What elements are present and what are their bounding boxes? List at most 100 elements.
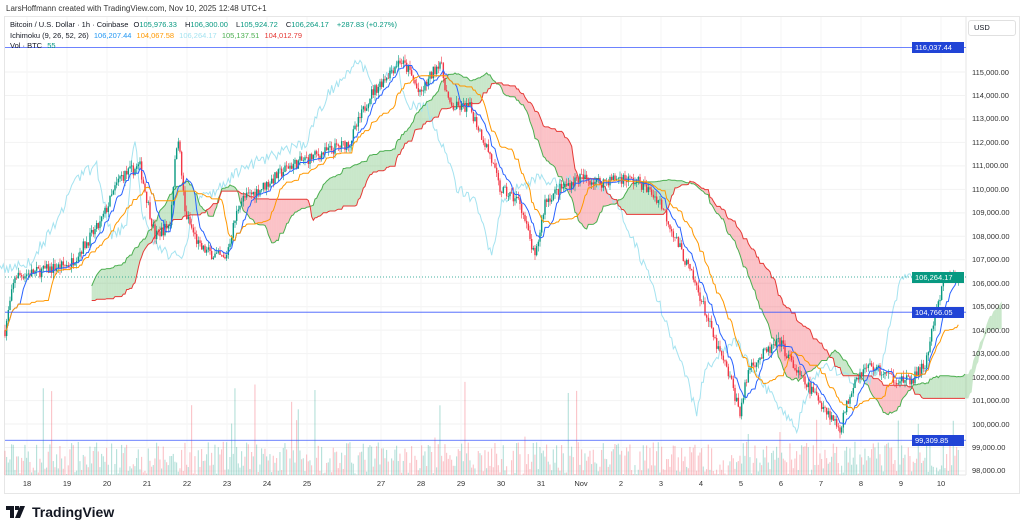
volume-bar: [686, 466, 688, 475]
ichimoku-cloud: [716, 206, 719, 214]
volume-bar: [422, 455, 424, 475]
volume-bar: [729, 461, 731, 475]
candle-body: [912, 379, 915, 384]
volume-label[interactable]: Vol · BTC: [10, 41, 43, 50]
ichimoku-cloud: [780, 295, 782, 364]
candle-body: [792, 360, 795, 368]
volume-bar: [631, 470, 633, 475]
ichimoku-cloud: [996, 306, 999, 330]
volume-bar: [522, 473, 524, 475]
volume-bar: [576, 390, 578, 475]
candle-body: [564, 184, 566, 187]
candle-body: [487, 144, 490, 152]
volume-bar: [747, 434, 749, 475]
volume-bar: [912, 461, 914, 475]
ichimoku-cloud: [510, 85, 512, 97]
volume-bar: [526, 464, 528, 475]
ichimoku-cloud: [463, 77, 465, 107]
lagging-value: 106,264.17: [179, 30, 217, 40]
volume-bar: [611, 451, 613, 475]
currency-button[interactable]: USD: [968, 20, 1016, 36]
ichimoku-cloud: [333, 176, 335, 212]
candle-body: [900, 376, 903, 382]
candle-body: [152, 224, 155, 227]
volume-bar: [511, 460, 513, 475]
volume-bar: [307, 461, 309, 475]
candle-body: [485, 144, 488, 147]
volume-bar: [392, 460, 394, 475]
volume-bar: [934, 474, 936, 475]
candle-body: [259, 190, 261, 196]
ichimoku-cloud: [503, 84, 505, 95]
candle-body: [779, 338, 781, 347]
volume-bar: [87, 467, 89, 475]
volume-bar: [337, 468, 339, 475]
candle-body: [694, 279, 696, 283]
ichimoku-cloud: [340, 172, 342, 210]
low-label: L: [236, 20, 241, 29]
symbol-name[interactable]: Bitcoin / U.S. Dollar · 1h · Coinbase: [10, 20, 129, 29]
volume-bar: [219, 454, 221, 475]
ichimoku-cloud: [140, 241, 142, 261]
volume-bar: [592, 449, 594, 475]
volume-bar: [954, 455, 956, 475]
volume-bar: [799, 454, 801, 475]
candle-body: [544, 199, 546, 215]
kijun-value: 104,067.58: [136, 30, 175, 40]
candle-body: [864, 367, 866, 370]
candle-body: [574, 177, 576, 186]
candle-body: [232, 222, 235, 238]
ichimoku-cloud: [211, 203, 214, 217]
ichimoku-cloud: [96, 272, 99, 300]
lagging-span-line: [0, 59, 916, 435]
volume-bar: [277, 470, 279, 475]
candle-body: [629, 176, 631, 178]
volume-bar: [602, 443, 604, 475]
volume-bar: [144, 470, 146, 475]
volume-bar: [397, 461, 399, 475]
volume-bar: [232, 453, 234, 475]
volume-bar: [176, 462, 178, 475]
ichimoku-cloud: [635, 182, 637, 215]
ichimoku-cloud: [231, 185, 234, 192]
candle-body: [405, 62, 408, 72]
candle-body: [639, 176, 641, 184]
volume-bar: [931, 465, 933, 475]
candle-body: [880, 374, 883, 376]
volume-bar: [122, 453, 124, 475]
ichimoku-cloud: [738, 228, 740, 255]
ichimoku-cloud: [835, 350, 837, 367]
volume-bar: [444, 444, 446, 475]
ichimoku-cloud: [433, 95, 435, 119]
volume-bar: [236, 447, 238, 475]
ichimoku-cloud: [628, 187, 630, 215]
tradingview-logo[interactable]: TradingView: [6, 504, 114, 520]
ichimoku-cloud: [626, 188, 629, 215]
volume-bar: [349, 442, 351, 475]
ichimoku-label[interactable]: Ichimoku (9, 26, 52, 26): [10, 30, 89, 40]
volume-bar: [61, 458, 63, 475]
price-tick: 113,000.00: [972, 114, 1009, 124]
ichimoku-cloud: [388, 150, 390, 168]
volume-bar: [824, 449, 826, 475]
candle-body: [184, 190, 186, 212]
candle-body: [737, 397, 740, 407]
ichimoku-cloud: [293, 199, 295, 215]
candle-body: [939, 299, 941, 302]
candle-body: [889, 372, 891, 374]
volume-bar: [634, 465, 636, 475]
candle-body: [650, 189, 653, 195]
candle-body: [294, 159, 296, 164]
volume-bar: [956, 447, 958, 475]
volume-bar: [257, 472, 259, 475]
candle-body: [190, 224, 193, 228]
candle-body: [59, 264, 61, 269]
ichimoku-cloud: [923, 382, 925, 399]
price-tick: 115,000.00: [972, 67, 1009, 77]
candle-body: [254, 191, 256, 198]
candle-body: [515, 196, 518, 199]
volume-bar: [29, 461, 31, 475]
candle-body: [867, 364, 870, 368]
ichimoku-cloud: [275, 199, 277, 243]
